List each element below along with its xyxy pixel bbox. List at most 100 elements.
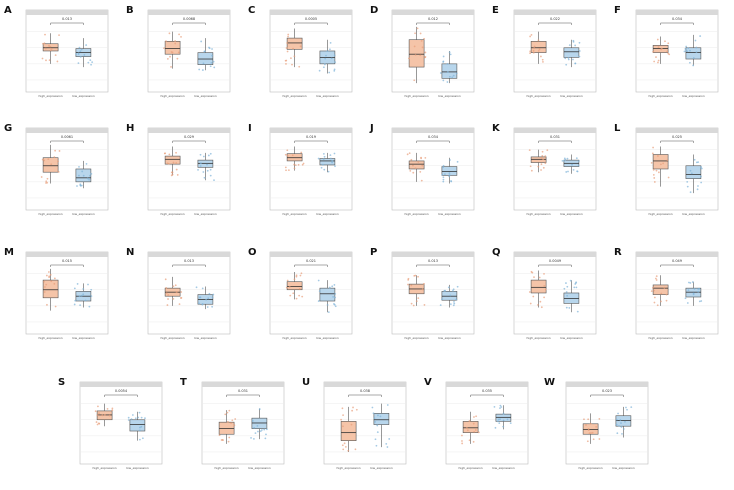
strip-header (26, 128, 108, 133)
data-point (340, 418, 342, 421)
data-point (529, 35, 532, 38)
data-point (407, 278, 410, 281)
box-low (439, 50, 458, 84)
data-point (537, 39, 540, 42)
data-point (326, 50, 329, 53)
data-point (222, 439, 224, 442)
data-point (667, 42, 670, 45)
data-point (334, 165, 336, 168)
pvalue-label: 0.013 (184, 259, 194, 263)
data-point (574, 283, 577, 285)
data-point (455, 298, 458, 301)
data-point (103, 414, 106, 416)
data-point (664, 40, 666, 43)
data-point (473, 430, 476, 433)
significance-bracket (538, 140, 572, 143)
data-point (331, 285, 334, 288)
data-point (90, 295, 93, 298)
data-point (49, 49, 52, 52)
data-point (544, 162, 547, 165)
data-point (500, 406, 503, 408)
pvalue-label: 0.013 (428, 259, 438, 263)
data-point (472, 422, 475, 425)
data-point (446, 62, 449, 65)
box-high (461, 411, 480, 445)
data-point (660, 300, 662, 303)
data-point (413, 79, 416, 82)
data-point (686, 185, 689, 188)
box-low (615, 406, 633, 438)
box-body (286, 37, 303, 50)
data-point (295, 297, 298, 300)
data-point (566, 294, 569, 297)
data-point (91, 61, 94, 64)
data-point (496, 420, 499, 423)
box-low (75, 160, 93, 189)
panel-T: T 0.031 high_expression low_expression (180, 377, 285, 470)
data-point (568, 44, 571, 47)
data-point (96, 423, 99, 426)
data-point (598, 417, 601, 420)
data-point (656, 38, 659, 41)
significance-bracket (226, 394, 260, 397)
data-point (689, 282, 692, 284)
data-point (443, 289, 446, 292)
data-point (375, 444, 378, 447)
box-body (218, 421, 235, 435)
panel-label: T (180, 377, 187, 388)
data-point (334, 61, 337, 63)
data-point (624, 420, 626, 423)
x-tick-label: low_expression (316, 212, 339, 216)
data-point (81, 170, 84, 173)
data-point (573, 286, 576, 289)
data-point (406, 153, 409, 156)
data-point (327, 170, 330, 173)
data-point (79, 304, 82, 307)
data-point (252, 437, 255, 440)
data-point (569, 279, 572, 282)
data-point (622, 428, 625, 430)
box-high (582, 413, 601, 444)
data-point (254, 432, 257, 435)
pvalue-label: 0.034 (672, 17, 683, 21)
strip-header (636, 10, 718, 15)
data-point (163, 47, 165, 50)
x-tick-label: low_expression (72, 212, 95, 216)
box-low (127, 411, 146, 441)
data-point (660, 292, 663, 295)
data-point (566, 157, 569, 160)
data-point (211, 54, 214, 57)
data-point (700, 167, 703, 170)
data-point (79, 184, 82, 187)
panel-label: N (126, 247, 134, 258)
plot-area (391, 9, 475, 93)
x-tick-label: low_expression (438, 94, 461, 98)
data-point (652, 173, 655, 176)
box-body (319, 287, 336, 302)
data-point (180, 291, 183, 293)
data-point (652, 50, 655, 53)
data-point (502, 419, 505, 422)
significance-bracket (50, 22, 84, 25)
data-point (284, 166, 287, 169)
data-point (421, 164, 424, 167)
data-point (540, 169, 542, 171)
x-tick-label: low_expression (316, 336, 339, 340)
data-point (415, 300, 418, 303)
data-point (538, 276, 541, 279)
data-point (386, 446, 389, 448)
data-point (286, 279, 289, 282)
data-point (328, 286, 331, 289)
data-point (447, 71, 449, 73)
data-point (78, 46, 81, 49)
data-point (565, 282, 567, 284)
data-point (334, 296, 337, 299)
box-high (42, 268, 59, 311)
data-point (694, 39, 697, 42)
plot-area (635, 9, 719, 93)
box-low (439, 284, 459, 308)
strip-header (148, 252, 230, 257)
data-point (250, 437, 252, 439)
data-point (228, 409, 231, 412)
box-body (462, 421, 479, 433)
